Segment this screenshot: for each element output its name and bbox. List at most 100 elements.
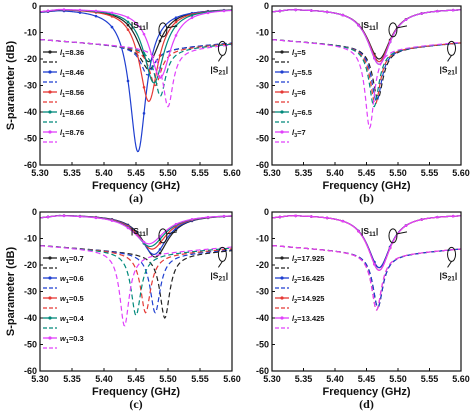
series-4-marker xyxy=(78,8,82,12)
series-4-marker xyxy=(62,214,66,218)
y-tick-label: -10 xyxy=(256,234,269,244)
series-3-s21-line xyxy=(272,244,461,311)
y-tick-label: 0 xyxy=(32,207,37,217)
series-3-marker xyxy=(142,52,146,55)
series-4-marker xyxy=(206,11,210,15)
s11-ellipse xyxy=(388,228,398,244)
series-4-marker xyxy=(126,16,130,19)
x-tick-label: 5.45 xyxy=(127,374,145,384)
y-tick-label: -50 xyxy=(24,340,37,350)
x-tick-label: 5.45 xyxy=(358,374,376,384)
series-4-marker xyxy=(126,226,130,230)
x-tick-label: 5.40 xyxy=(326,374,344,384)
series-4-marker xyxy=(222,9,226,13)
s11-annotation: |S11| xyxy=(131,20,148,32)
series-0-marker xyxy=(174,18,178,21)
series-3-marker xyxy=(294,214,297,218)
series-4-marker xyxy=(110,11,114,15)
x-tick-label: 5.30 xyxy=(263,374,281,384)
series-4-marker xyxy=(78,215,82,218)
series-1-s21-line xyxy=(272,38,461,103)
x-tick-label: 5.30 xyxy=(31,168,49,178)
series-4-s11-line xyxy=(40,8,232,79)
x-tick-label: 5.45 xyxy=(358,168,376,178)
x-tick-label: 5.55 xyxy=(191,168,209,178)
series-4-marker xyxy=(110,219,114,222)
s21-annotation: |S21| xyxy=(210,64,228,76)
s11-arrow xyxy=(396,25,408,29)
y-tick-label: -50 xyxy=(256,134,269,144)
series-2-marker xyxy=(158,241,162,245)
legend-entry: w1=0.3 xyxy=(60,334,84,345)
series-0-marker xyxy=(158,39,162,43)
y-tick-label: -40 xyxy=(24,313,37,323)
series-1-marker xyxy=(174,227,178,230)
s11-annotation: |S11| xyxy=(361,20,378,32)
legend-entry: l2=14.925 xyxy=(292,294,324,305)
series-4-marker xyxy=(206,215,210,219)
legend-entry: l2=13.425 xyxy=(292,314,324,325)
legend-entry: l3=5 xyxy=(292,48,306,59)
s11-annotation: |S11| xyxy=(131,226,148,238)
legend-marker xyxy=(48,276,52,280)
series-1-s21-line xyxy=(272,244,461,308)
y-tick-label: -30 xyxy=(24,287,37,297)
legend-entry: l1=8.76 xyxy=(60,128,84,139)
series-4-marker xyxy=(142,240,146,244)
series-4-marker xyxy=(278,9,282,13)
y-tick-label: -50 xyxy=(256,340,269,350)
series-4-marker xyxy=(190,217,194,221)
legend-entry: w1=0.7 xyxy=(60,254,84,265)
legend-entry: l3=6.5 xyxy=(292,108,312,119)
x-tick-label: 5.40 xyxy=(95,374,113,384)
series-4-s11-line xyxy=(272,9,461,65)
chart-panel-1: 0 -10 -20 -30 -40 -50 -605.30 5.35 5.40 5.45 5.50 5… xyxy=(256,1,470,205)
series-3-marker xyxy=(341,219,345,223)
y-axis-label-top: S-parameter (dB) xyxy=(5,41,17,131)
y-tick-label: -10 xyxy=(256,28,269,38)
y-tick-label: -50 xyxy=(24,134,37,144)
x-tick-label: 5.35 xyxy=(63,374,81,384)
panel-label: (b) xyxy=(359,191,374,205)
series-1-s11-line xyxy=(40,9,232,153)
series-4-marker xyxy=(451,8,455,12)
y-tick-label: -30 xyxy=(256,287,269,297)
series-3-s11-line xyxy=(272,215,461,271)
legend-entry: l1=8.56 xyxy=(60,88,84,99)
series-2-marker xyxy=(142,85,146,89)
s21-annotation: |S21| xyxy=(440,270,458,282)
legend-marker xyxy=(48,256,52,260)
panel-label: (a) xyxy=(129,191,143,205)
x-tick-label: 5.50 xyxy=(159,374,177,384)
x-tick-label: 5.30 xyxy=(263,168,281,178)
y-tick-label: -60 xyxy=(24,160,37,170)
legend-marker xyxy=(280,70,284,74)
chart-panel-2: 0 -10 -20 -30 -40 -50 -605.30 5.35 5.40 5.45 5.50 5… xyxy=(24,207,241,411)
legend-marker xyxy=(48,336,52,340)
y-axis-label-bottom: S-parameter (dB) xyxy=(5,247,17,337)
series-4-marker xyxy=(310,9,313,12)
x-tick-label: 5.60 xyxy=(223,168,241,178)
s11-ellipse xyxy=(388,22,398,38)
x-tick-label: 5.60 xyxy=(223,374,241,384)
legend-marker xyxy=(48,130,52,134)
x-tick-label: 5.55 xyxy=(191,374,209,384)
legend-entry: w1=0.6 xyxy=(60,274,84,285)
series-3-marker xyxy=(325,216,329,220)
series-4-marker xyxy=(341,13,345,17)
x-tick-label: 5.30 xyxy=(31,374,49,384)
x-tick-label: 5.35 xyxy=(295,168,313,178)
y-tick-label: -30 xyxy=(256,81,269,91)
series-4-marker xyxy=(158,76,162,79)
legend-entry: l2=17.925 xyxy=(292,254,324,265)
series-3-marker xyxy=(190,14,194,17)
legend-marker xyxy=(48,90,52,94)
series-4-marker xyxy=(404,18,408,22)
x-tick-label: 5.45 xyxy=(127,168,145,178)
series-1-marker xyxy=(126,79,130,83)
series-4-marker xyxy=(436,9,439,13)
series-2-marker xyxy=(158,54,162,57)
s21-arrow xyxy=(447,55,452,62)
curves xyxy=(40,8,232,153)
